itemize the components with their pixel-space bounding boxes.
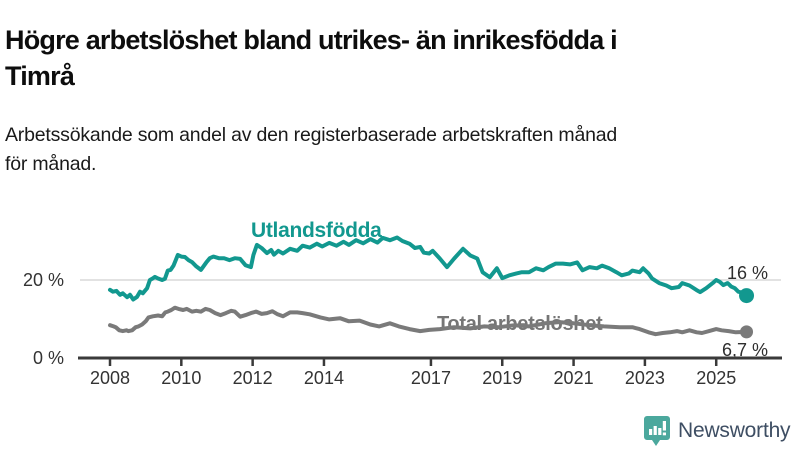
bar-chart-speech-bubble-icon — [644, 415, 670, 446]
newsworthy-brand-link[interactable]: Newsworthy — [643, 414, 791, 448]
brand-name: Newsworthy — [678, 419, 791, 442]
end-value-label-utlandsfodda: 16 % — [727, 263, 769, 283]
end-value-label-total: 6,7 % — [722, 340, 769, 360]
title-line2: Timrå — [5, 61, 75, 92]
series-label-utlandsfodda: Utlandsfödda — [251, 219, 382, 242]
subtitle-line1: Arbetssökande som andel av den registerb… — [5, 124, 618, 146]
subtitle-line2: för månad. — [5, 153, 97, 175]
chart-subtitle: Arbetssökande som andel av den registerb… — [5, 121, 785, 179]
page-title: Högre arbetslöshet bland utrikes- än inr… — [5, 22, 797, 94]
title-line1: Högre arbetslöshet bland utrikes- än inr… — [5, 25, 618, 56]
